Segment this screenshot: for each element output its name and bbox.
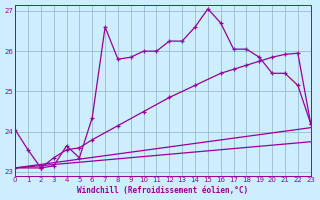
X-axis label: Windchill (Refroidissement éolien,°C): Windchill (Refroidissement éolien,°C) <box>77 186 248 195</box>
